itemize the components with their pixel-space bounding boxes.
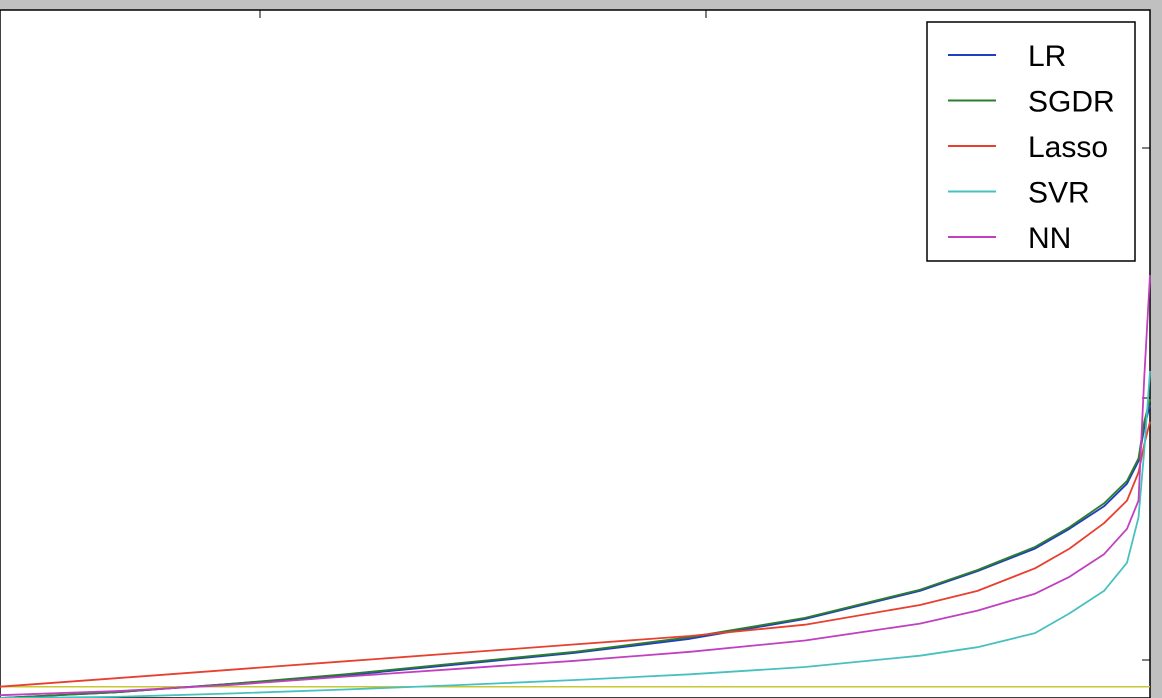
legend-box <box>926 21 1136 262</box>
legend-item-svr: SVR <box>948 177 1090 210</box>
legend-item-sgdr: SGDR <box>948 86 1115 119</box>
axis-ticks <box>259 10 1150 661</box>
legend-item-lr: LR <box>948 40 1066 73</box>
series-layer <box>0 274 1151 698</box>
legend-label: NN <box>1028 222 1071 255</box>
legend: LR SGDR Lasso SVR NN <box>926 21 1136 262</box>
legend-label: Lasso <box>1028 131 1108 164</box>
series-line-sgdr <box>0 398 1151 698</box>
series-line-svr <box>0 370 1151 698</box>
series-line-nn <box>0 274 1151 697</box>
legend-item-nn: NN <box>948 222 1071 255</box>
legend-label: SVR <box>1028 177 1090 210</box>
series-line-lasso <box>0 421 1151 688</box>
legend-item-lasso: Lasso <box>948 131 1108 164</box>
legend-label: LR <box>1028 40 1066 73</box>
legend-label: SGDR <box>1028 86 1115 119</box>
